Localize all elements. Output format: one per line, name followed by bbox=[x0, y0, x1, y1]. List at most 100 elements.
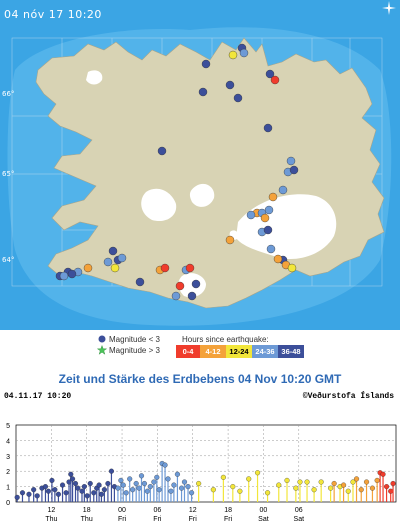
quake-point bbox=[388, 488, 394, 494]
y-tick-label: 3 bbox=[6, 454, 10, 461]
quake-marker bbox=[117, 253, 127, 263]
chart-date: 04.11.17 10:20 bbox=[4, 392, 72, 401]
quake-point bbox=[26, 491, 32, 497]
legend-hours-title: Hours since earthquake: bbox=[182, 335, 269, 344]
y-tick-label: 4 bbox=[6, 438, 10, 445]
quake-point bbox=[165, 476, 171, 482]
quake-point bbox=[133, 480, 139, 487]
quake-point bbox=[345, 488, 351, 494]
quake-point bbox=[246, 476, 252, 482]
quake-marker bbox=[191, 279, 201, 289]
chart-marks bbox=[14, 460, 396, 502]
quake-point bbox=[127, 476, 133, 482]
x-tick-day: Fri bbox=[153, 516, 162, 523]
quake-point bbox=[230, 484, 236, 490]
quake-marker bbox=[83, 263, 93, 273]
x-tick-hour: 06 bbox=[295, 507, 303, 514]
quake-point bbox=[304, 479, 310, 485]
quake-point bbox=[318, 479, 324, 485]
quake-marker bbox=[289, 165, 299, 175]
quake-marker bbox=[103, 257, 113, 267]
quake-marker bbox=[225, 235, 235, 245]
quake-point bbox=[380, 471, 386, 477]
quake-point bbox=[59, 482, 66, 488]
quake-point bbox=[118, 477, 124, 483]
quake-marker bbox=[135, 277, 145, 287]
quake-marker bbox=[233, 93, 243, 103]
quake-point bbox=[45, 488, 51, 494]
quake-point bbox=[120, 482, 126, 488]
quake-point bbox=[196, 480, 202, 487]
quake-point bbox=[284, 477, 290, 483]
quake-point bbox=[328, 485, 334, 491]
compass-star-icon bbox=[382, 1, 396, 15]
quake-point bbox=[123, 490, 129, 496]
quake-point bbox=[63, 490, 69, 496]
quake-point bbox=[265, 490, 271, 496]
quake-point bbox=[31, 487, 37, 493]
quake-point bbox=[55, 491, 61, 497]
x-tick-day: Sat bbox=[294, 516, 305, 523]
hours-0-4: 0-4 bbox=[176, 345, 200, 358]
quake-point bbox=[276, 482, 282, 488]
quake-marker bbox=[266, 244, 276, 254]
quake-point bbox=[156, 487, 162, 493]
quake-point bbox=[384, 484, 390, 490]
chart-credit: ©Veðurstofa Íslands bbox=[302, 392, 394, 401]
quake-point bbox=[98, 491, 104, 497]
quake-point bbox=[49, 477, 55, 483]
quake-point bbox=[189, 490, 195, 496]
quake-point bbox=[363, 479, 370, 485]
quake-marker bbox=[185, 263, 195, 273]
legend-magnitude-small: Magnitude < 3 bbox=[109, 335, 160, 344]
quake-marker bbox=[171, 291, 181, 301]
quake-marker bbox=[287, 263, 297, 273]
large-magnitude-star-icon bbox=[97, 345, 107, 355]
quake-point bbox=[136, 485, 142, 491]
quake-point bbox=[34, 493, 40, 499]
quake-point bbox=[96, 482, 102, 488]
quake-point bbox=[255, 470, 261, 476]
iceland-map: 66° 65° 64° bbox=[0, 0, 400, 330]
quake-point bbox=[70, 476, 76, 482]
hours-4-12: 4-12 bbox=[200, 345, 226, 358]
quake-point bbox=[144, 488, 150, 494]
legend-magnitude-large: Magnitude > 3 bbox=[109, 346, 160, 355]
quake-point bbox=[297, 479, 303, 485]
quake-point bbox=[293, 485, 299, 491]
small-magnitude-dot-icon bbox=[98, 335, 106, 343]
quake-marker bbox=[108, 246, 118, 256]
quake-point bbox=[79, 488, 85, 494]
quake-point bbox=[141, 480, 147, 487]
x-tick-hour: 00 bbox=[260, 507, 268, 514]
x-tick-hour: 18 bbox=[224, 507, 232, 514]
quake-marker bbox=[187, 291, 197, 301]
hours-36-48: 36-48 bbox=[278, 345, 304, 358]
hours-color-scale: 0-4 4-12 12-24 24-36 36-48 bbox=[176, 345, 304, 358]
quake-point bbox=[171, 482, 177, 488]
quake-point bbox=[108, 468, 114, 474]
quake-point bbox=[341, 482, 347, 488]
quake-point bbox=[105, 480, 111, 487]
quake-point bbox=[130, 487, 136, 493]
lat-label-66: 66° bbox=[2, 90, 14, 98]
quake-marker bbox=[175, 281, 185, 291]
quake-marker bbox=[225, 80, 235, 90]
quake-point bbox=[154, 474, 160, 480]
chart-grid bbox=[16, 425, 396, 502]
quake-marker bbox=[201, 59, 211, 69]
quake-point bbox=[75, 485, 81, 491]
quake-point bbox=[101, 487, 107, 493]
earthquake-markers bbox=[55, 43, 299, 301]
earthquake-map: 66° 65° 64° 04 nóv 17 10:20 bbox=[0, 0, 400, 330]
y-tick-label: 2 bbox=[6, 469, 10, 476]
x-tick-day: Fri bbox=[189, 516, 198, 523]
quake-point bbox=[14, 494, 20, 500]
quake-point bbox=[42, 484, 49, 490]
hours-24-36: 24-36 bbox=[252, 345, 278, 358]
quake-point bbox=[369, 485, 375, 491]
chart-title: Zeit und Stärke des Erdbebens 04 Nov 10:… bbox=[58, 372, 342, 386]
map-timestamp: 04 nóv 17 10:20 bbox=[4, 8, 102, 21]
hours-12-24: 12-24 bbox=[226, 345, 252, 358]
